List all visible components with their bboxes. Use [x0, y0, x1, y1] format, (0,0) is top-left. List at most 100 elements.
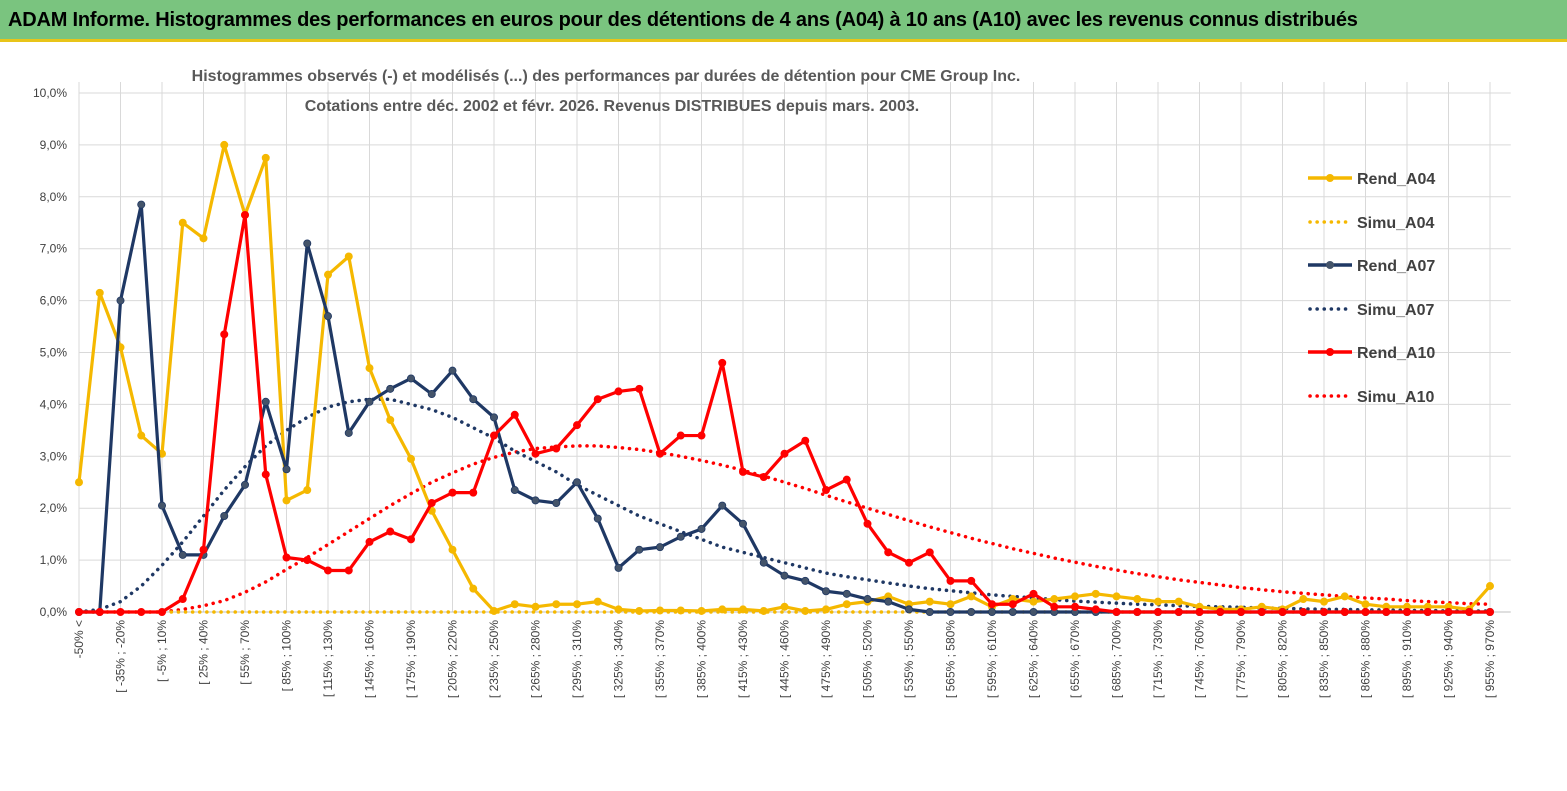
data-point — [406, 454, 415, 463]
legend-marker — [1326, 174, 1334, 182]
x-tick-label: [ 775% ; 790% — [1234, 620, 1248, 698]
data-point — [531, 449, 540, 458]
data-point — [801, 576, 810, 585]
x-tick-label: [ -35% ; -20% — [114, 620, 128, 693]
x-tick-label: [ 25% ; 40% — [197, 620, 211, 685]
data-point — [157, 608, 166, 617]
x-tick-label: [ 145% ; 160% — [363, 620, 377, 698]
data-point — [718, 358, 727, 367]
x-tick-label: [ 415% ; 430% — [736, 620, 750, 698]
data-point — [469, 488, 478, 497]
x-tick-label: [ 535% ; 550% — [902, 620, 916, 698]
data-point — [1071, 592, 1080, 601]
data-point — [1403, 608, 1412, 617]
data-point — [323, 566, 332, 575]
data-point — [1465, 608, 1474, 617]
data-point — [1299, 595, 1308, 604]
data-point — [780, 449, 789, 458]
data-point — [469, 395, 478, 404]
data-point — [884, 597, 893, 606]
data-point — [386, 415, 395, 424]
data-point — [510, 410, 519, 419]
data-point — [1299, 608, 1308, 617]
data-point — [573, 421, 582, 430]
data-point — [427, 499, 436, 508]
series-line — [77, 444, 1492, 614]
x-tick-label: [ 955% ; 970% — [1483, 620, 1497, 698]
data-point — [801, 606, 810, 615]
data-point — [1320, 608, 1329, 617]
data-point — [1216, 608, 1225, 617]
data-point — [1340, 592, 1349, 601]
data-point — [697, 606, 706, 615]
data-point — [1112, 592, 1121, 601]
data-point — [822, 486, 831, 495]
data-point — [573, 478, 582, 487]
legend-label: Rend_A10 — [1357, 345, 1435, 362]
data-point — [137, 431, 146, 440]
data-point — [759, 606, 768, 615]
data-point — [448, 366, 457, 375]
data-point — [946, 600, 955, 609]
y-axis-ticks: 0,0% 1,0% 2,0% 3,0% 4,0% 5,0% 6,0% 7,0% 8,0% 9,0%… — [33, 86, 67, 619]
data-point — [137, 608, 146, 617]
x-tick-label: [ 295% ; 310% — [570, 620, 584, 698]
data-point — [1091, 589, 1100, 598]
x-tick-label: [ 595% ; 610% — [985, 620, 999, 698]
data-point — [676, 606, 685, 615]
legend-label: Simu_A10 — [1357, 389, 1434, 406]
legend-item-Simu_A10: Simu_A10 — [1308, 389, 1434, 406]
legend-item-Rend_A07: Rend_A07 — [1308, 258, 1435, 275]
data-point — [739, 467, 748, 476]
data-point — [469, 584, 478, 593]
data-point — [1008, 608, 1017, 617]
x-tick-label: [ 445% ; 460% — [778, 620, 792, 698]
data-point — [1112, 608, 1121, 617]
x-tick-label: [ 85% ; 100% — [280, 620, 294, 692]
data-point — [967, 608, 976, 617]
x-tick-label: [ 685% ; 700% — [1110, 620, 1124, 698]
data-point — [137, 200, 146, 209]
data-point — [489, 606, 498, 615]
x-tick-label: [ 205% ; 220% — [446, 620, 460, 698]
data-point — [323, 270, 332, 279]
data-point — [842, 475, 851, 484]
data-point — [386, 384, 395, 393]
data-point — [365, 364, 374, 373]
data-point — [614, 387, 623, 396]
y-tick-label: 3,0% — [40, 449, 68, 463]
data-point — [656, 606, 665, 615]
data-point — [240, 480, 249, 489]
x-tick-label: [ 835% ; 850% — [1317, 620, 1331, 698]
data-point — [842, 589, 851, 598]
y-tick-label: 2,0% — [40, 501, 68, 515]
data-point — [863, 595, 872, 604]
x-tick-label: [ 925% ; 940% — [1442, 620, 1456, 698]
data-point — [178, 218, 187, 227]
data-point — [925, 608, 934, 617]
data-point — [697, 431, 706, 440]
legend-label: Simu_A07 — [1357, 302, 1434, 319]
x-tick-label: [ 805% ; 820% — [1276, 620, 1290, 698]
legend-label: Simu_A04 — [1357, 215, 1434, 232]
series-layer — [75, 140, 1495, 617]
data-point — [427, 390, 436, 399]
data-point — [116, 296, 125, 305]
data-point — [531, 496, 540, 505]
legend-item-Simu_A04: Simu_A04 — [1308, 215, 1434, 232]
x-tick-label: [ 175% ; 190% — [404, 620, 418, 698]
legend-item-Rend_A10: Rend_A10 — [1308, 345, 1435, 362]
data-point — [1029, 589, 1038, 598]
legend-label: Rend_A04 — [1357, 171, 1435, 188]
data-point — [780, 602, 789, 611]
data-point — [344, 252, 353, 261]
data-point — [780, 571, 789, 580]
data-point — [573, 600, 582, 609]
data-point — [448, 545, 457, 554]
banner-title: ADAM Informe. Histogrammes des performan… — [8, 9, 1358, 31]
data-point — [282, 496, 291, 505]
data-point — [946, 576, 955, 585]
x-tick-label: [ 475% ; 490% — [819, 620, 833, 698]
data-point — [531, 602, 540, 611]
data-point — [718, 501, 727, 510]
